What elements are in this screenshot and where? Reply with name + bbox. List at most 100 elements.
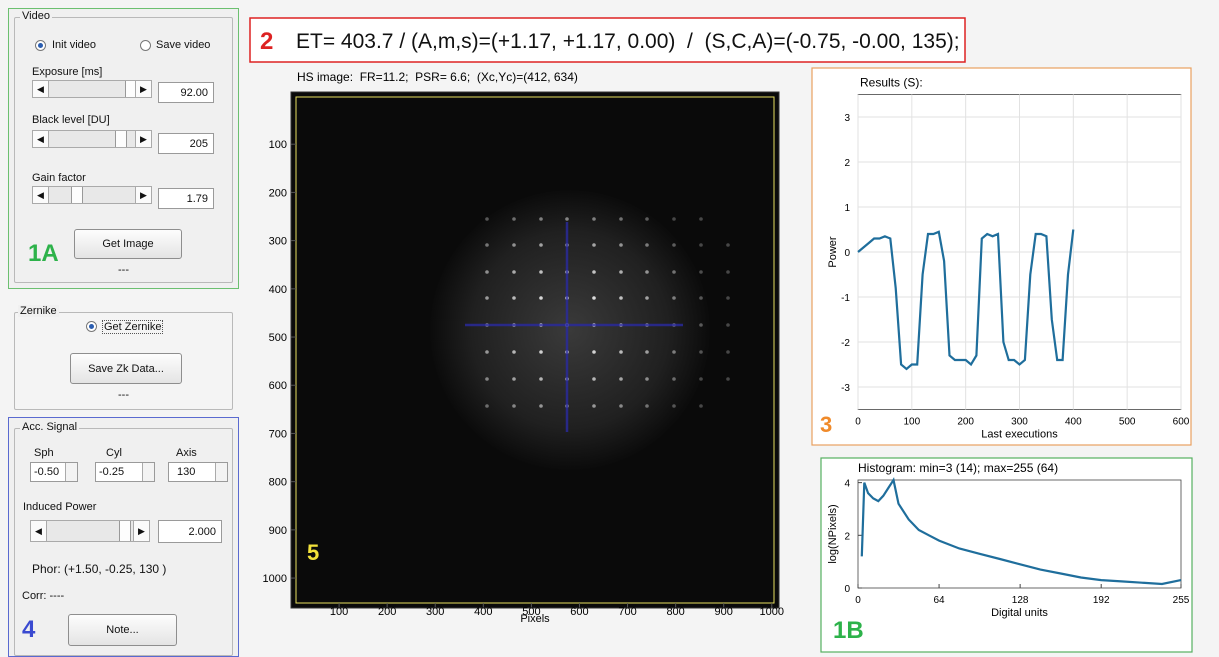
status: ---: [118, 264, 129, 276]
save-zk-button[interactable]: Save Zk Data...: [70, 353, 182, 384]
hs-spot: [592, 296, 596, 300]
hs-spot: [672, 404, 676, 408]
y-tick-label: 4: [844, 479, 850, 490]
spinner-value: 130: [177, 466, 195, 478]
hs-spot: [539, 404, 543, 408]
hs-spot: [485, 243, 489, 247]
cyl-spinner[interactable]: -0.25: [95, 462, 155, 482]
y-tick-label: 300: [269, 236, 287, 248]
spinner-value: -0.50: [34, 466, 59, 478]
y-tick-label: 0: [844, 248, 850, 259]
exposure-value[interactable]: 92.00: [158, 82, 214, 103]
hs-spot: [592, 217, 596, 221]
spinner-value: -0.25: [99, 466, 124, 478]
hs-spot: [539, 243, 543, 247]
hs-spot: [592, 377, 596, 381]
induced-power-slider[interactable]: ◀▶: [30, 520, 150, 542]
hs-spot: [726, 323, 730, 327]
induced-power-value[interactable]: 2.000: [158, 520, 222, 543]
get-image-button[interactable]: Get Image: [74, 229, 182, 259]
hs-tag: 5: [307, 540, 319, 565]
hs-spot: [645, 270, 649, 274]
hs-spot: [699, 296, 703, 300]
x-tick-label: 200: [957, 417, 974, 428]
hs-spot: [539, 217, 543, 221]
hs-spot: [592, 404, 596, 408]
group-title: Video: [20, 10, 52, 22]
app-window: 2 ET= 403.7 / (A,m,s)=(+1.17, +1.17, 0.0…: [0, 0, 1219, 657]
hs-spot: [726, 296, 730, 300]
sph-spinner[interactable]: -0.50: [30, 462, 78, 482]
status: ---: [118, 389, 129, 401]
header-text: ET= 403.7 / (A,m,s)=(+1.17, +1.17, 0.00)…: [296, 30, 960, 53]
hs-spot: [672, 243, 676, 247]
hs-spot: [672, 270, 676, 274]
black-level-value[interactable]: 205: [158, 133, 214, 154]
hs-spot: [645, 404, 649, 408]
note-button[interactable]: Note...: [68, 614, 177, 646]
spinner-label: Sph: [34, 447, 54, 459]
x-tick-label: 400: [474, 606, 492, 618]
hs-spot: [619, 377, 623, 381]
hs-spot: [512, 296, 516, 300]
spinner-label: Cyl: [106, 447, 122, 459]
slider-label: Gain factor: [32, 172, 86, 184]
hs-spot: [672, 377, 676, 381]
spinner-label: Axis: [176, 447, 197, 459]
x-tick-label: 100: [330, 606, 348, 618]
hs-spot: [726, 270, 730, 274]
y-tick-label: 100: [269, 139, 287, 151]
panel-tag: 1A: [28, 240, 59, 268]
hs-spot: [512, 350, 516, 354]
axis-spinner[interactable]: 130: [168, 462, 228, 482]
phor-text: Phor: (+1.50, -0.25, 130 ): [32, 562, 166, 576]
radio-save-video[interactable]: [140, 40, 151, 51]
hs-spot: [512, 217, 516, 221]
hs-spot: [726, 377, 730, 381]
radio-init-video[interactable]: [35, 40, 46, 51]
x-tick-label: 500: [1119, 417, 1136, 428]
exposure-slider[interactable]: ◀▶: [32, 80, 152, 98]
hs-spot: [645, 350, 649, 354]
hs-spot: [619, 404, 623, 408]
x-tick-label: 1000: [760, 606, 784, 618]
x-tick-label: 500: [522, 606, 540, 618]
slider-label: Black level [DU]: [32, 114, 110, 126]
chart-title: Histogram: min=3 (14); max=255 (64): [858, 461, 1058, 475]
radio-label: Get Zernike: [102, 320, 163, 334]
hs-spot: [672, 296, 676, 300]
x-tick-label: 600: [1173, 417, 1190, 428]
x-tick-label: 400: [1065, 417, 1082, 428]
hs-spot: [565, 217, 569, 221]
hs-caption: HS image: FR=11.2; PSR= 6.6; (Xc,Yc)=(41…: [297, 70, 578, 84]
black-level-slider[interactable]: ◀▶: [32, 130, 152, 148]
hs-spot: [619, 350, 623, 354]
hs-spot: [645, 243, 649, 247]
hs-spot: [699, 323, 703, 327]
header-tag: 2: [260, 28, 273, 55]
y-tick-label: 2: [844, 158, 850, 169]
corr-text: Corr: ----: [22, 590, 64, 602]
radio-label: Save video: [156, 39, 210, 51]
y-tick-label: 0: [844, 584, 850, 595]
hs-spot: [512, 404, 516, 408]
y-tick-label: 1000: [263, 573, 287, 585]
hs-spot: [699, 377, 703, 381]
gain-value[interactable]: 1.79: [158, 188, 214, 209]
x-tick-label: 100: [903, 417, 920, 428]
hs-spot: [619, 270, 623, 274]
chart-title: Results (S):: [860, 76, 923, 90]
hs-spot: [539, 296, 543, 300]
y-tick-label: 800: [269, 477, 287, 489]
x-tick-label: 128: [1012, 595, 1029, 606]
x-tick-label: 0: [855, 417, 861, 428]
radio-get-zernike[interactable]: [86, 321, 97, 332]
x-tick-label: 300: [1011, 417, 1028, 428]
gain-slider[interactable]: ◀▶: [32, 186, 152, 204]
y-tick-label: 500: [269, 332, 287, 344]
group-title: Acc. Signal: [20, 421, 79, 433]
radio-label: Init video: [52, 39, 96, 51]
hs-spot: [539, 377, 543, 381]
hs-spot: [592, 243, 596, 247]
x-tick-label: 600: [570, 606, 588, 618]
